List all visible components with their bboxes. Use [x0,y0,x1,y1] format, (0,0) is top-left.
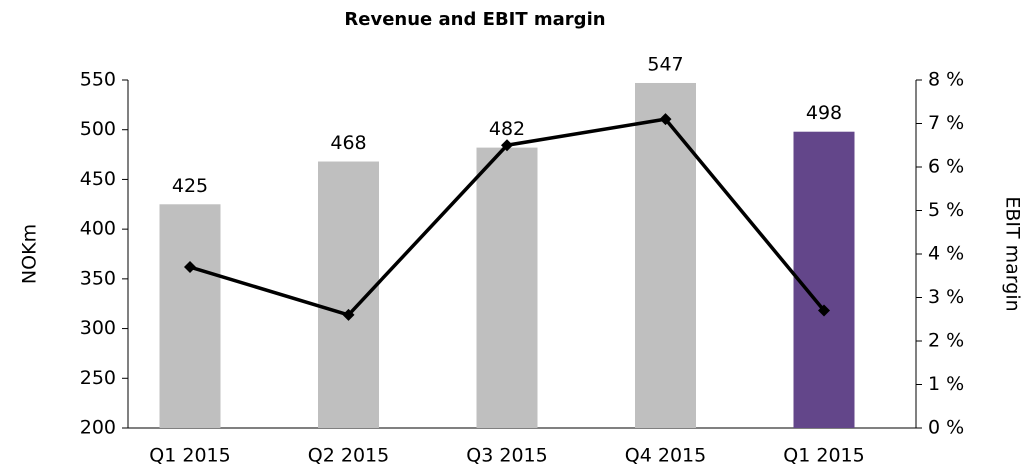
y-tick-label: 350 [80,267,116,289]
y-tick-label: 400 [80,218,116,240]
y2-tick-label: 8 % [928,69,964,91]
bar [793,131,855,428]
y2-tick-label: 2 % [928,330,964,352]
bar [318,161,379,428]
y-tick-label: 500 [80,118,116,140]
bar [635,82,696,429]
bar [159,204,221,428]
y-tick-label: 200 [80,417,116,439]
line-marker [342,308,355,321]
line-marker [184,261,196,274]
line-marker [659,113,672,126]
y-tick-label: 450 [80,168,116,190]
y2-tick-label: 5 % [928,199,964,221]
data-label: 425 [172,175,208,197]
y2-tick-label: 7 % [928,112,964,134]
y2-axis-label: EBIT margin [1002,196,1024,311]
y2-tick-label: 4 % [928,243,964,265]
y2-tick-label: 3 % [928,286,964,308]
y-tick-label: 250 [80,367,116,389]
y2-tick-label: 1 % [928,373,964,395]
bar [476,147,538,428]
y2-tick-label: 6 % [928,156,964,178]
line-marker [818,304,830,317]
x-tick-label: Q2 2015 [308,445,389,467]
chart-title: Revenue and EBIT margin [344,9,605,30]
line-marker [501,139,513,152]
x-tick-label: Q1 2015 [783,445,864,467]
x-tick-label: Q3 2015 [466,445,547,467]
data-label: 498 [806,102,842,124]
y-axis-label: NOKm [19,224,41,284]
y-tick-label: 300 [80,317,116,339]
data-label: 468 [330,132,366,154]
x-tick-label: Q4 2015 [625,445,706,467]
x-tick-label: Q1 2015 [149,445,230,467]
y2-tick-label: 0 % [928,417,964,439]
y-tick-label: 550 [80,69,116,91]
data-label: 547 [647,53,683,75]
data-label: 482 [489,118,525,140]
